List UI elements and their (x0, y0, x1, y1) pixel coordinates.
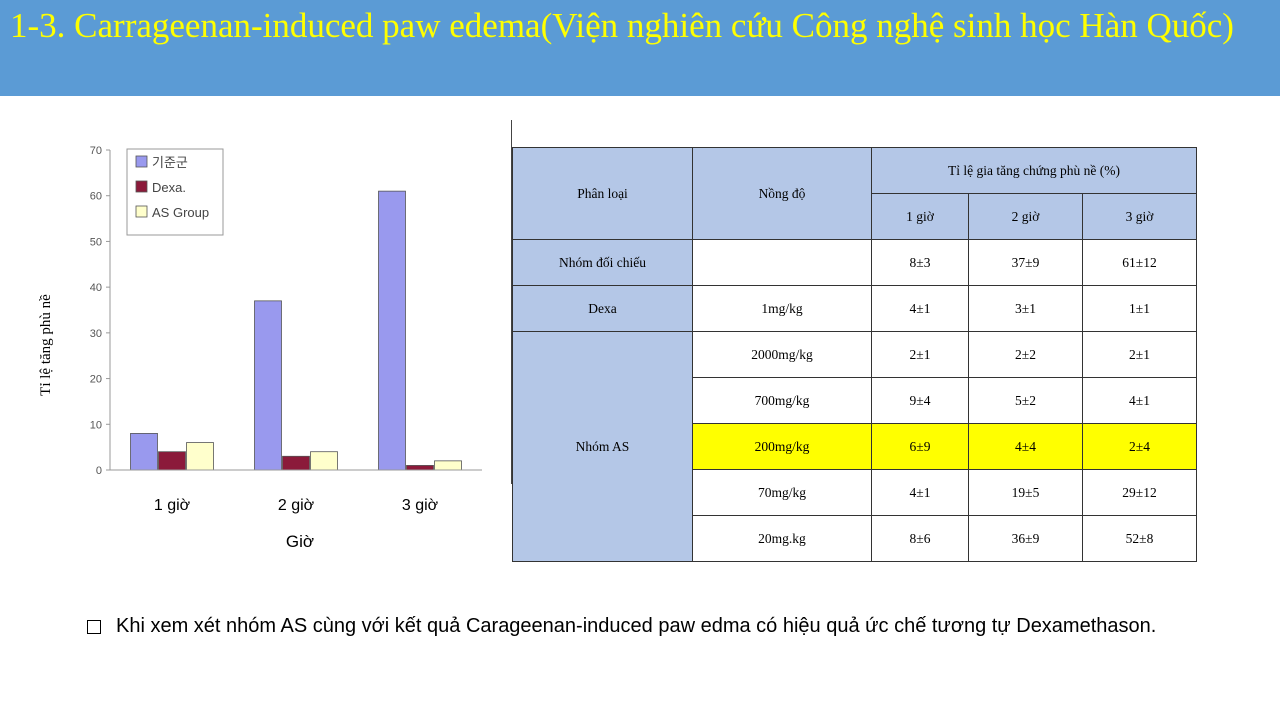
bullet-text: Khi xem xét nhóm AS cùng với kết quả Car… (116, 615, 1157, 637)
dose-cell: 2000mg/kg (692, 331, 872, 378)
value-cell: 2±2 (968, 331, 1083, 378)
bar (310, 451, 338, 471)
header-hour-1: 1 giờ (871, 193, 969, 240)
dose-cell: 700mg/kg (692, 377, 872, 424)
value-cell: 8±6 (871, 515, 969, 562)
y-tick-label: 60 (90, 191, 102, 203)
bar-chart: 0 10 20 30 40 50 60 70 1 giờ 2 giờ 3 giờ 기준군 Dexa.… (38, 145, 482, 551)
legend-swatch (135, 155, 148, 168)
value-cell: 2±1 (871, 331, 969, 378)
y-tick-label: 20 (90, 374, 102, 386)
x-tick-label: 2 giờ (278, 497, 315, 514)
legend-label: AS Group (152, 205, 209, 220)
x-axis: 1 giờ 2 giờ 3 giờ (110, 469, 482, 514)
value-cell: 2±1 (1082, 331, 1197, 378)
legend-swatch (135, 205, 148, 218)
value-cell: 1±1 (1082, 285, 1197, 332)
checkbox-bullet-icon (87, 620, 101, 634)
header-edema-rate: Tỉ lệ gia tăng chứng phù nề (%) (871, 147, 1197, 194)
x-axis-label: Giờ (286, 532, 314, 551)
value-cell: 36±9 (968, 515, 1083, 562)
y-tick-label: 70 (90, 145, 102, 157)
value-cell: 8±3 (871, 239, 969, 286)
value-cell: 2±4 (1082, 423, 1197, 470)
dose-cell: 1mg/kg (692, 285, 872, 332)
y-tick-label: 10 (90, 419, 102, 431)
bar (254, 300, 282, 471)
header-hour-2: 2 giờ (968, 193, 1083, 240)
bar (186, 442, 214, 471)
title-bar: 1-3. Carrageenan-induced paw edema(Viện … (0, 0, 1280, 96)
group-as: Nhóm AS (512, 331, 693, 562)
table-row-as-70: 70mg/kg 4±1 19±5 29±12 (513, 469, 1197, 516)
table-row-as-700: 700mg/kg 9±4 5±2 4±1 (513, 377, 1197, 424)
y-tick-label: 0 (96, 465, 102, 477)
header-hour-3: 3 giờ (1082, 193, 1197, 240)
x-tick-label: 3 giờ (402, 497, 439, 514)
y-tick-label: 40 (90, 282, 102, 294)
dose-cell (692, 239, 872, 286)
value-cell: 37±9 (968, 239, 1083, 286)
bar (406, 465, 434, 471)
bar (282, 455, 310, 471)
table-row-control: Nhóm đối chiếu 8±3 37±9 61±12 (512, 239, 1197, 286)
value-cell: 6±9 (871, 423, 969, 470)
bar (434, 460, 462, 471)
header-concentration: Nồng độ (692, 147, 872, 240)
legend-label: Dexa. (152, 180, 186, 195)
bar (158, 451, 186, 471)
value-cell: 19±5 (968, 469, 1083, 516)
table-header-row: Phân loại Nồng độ Tỉ lệ gia tăng chứng p… (512, 147, 1197, 240)
legend-label: 기준군 (152, 155, 188, 170)
y-tick-label: 50 (90, 236, 102, 248)
divider-line (511, 120, 512, 484)
table-row-dexa: Dexa 1mg/kg 4±1 3±1 1±1 (512, 285, 1197, 332)
group-control: Nhóm đối chiếu (512, 239, 693, 286)
header-classification: Phân loại (512, 147, 693, 240)
legend-swatch (135, 180, 148, 193)
value-cell: 52±8 (1082, 515, 1197, 562)
table-row-as-200-highlighted: 200mg/kg 6±9 4±4 2±4 (513, 423, 1197, 470)
bullet-point: Khi xem xét nhóm AS cùng với kết quả Car… (87, 612, 1207, 640)
y-axis: 0 10 20 30 40 50 60 70 (90, 145, 111, 477)
group-dexa: Dexa (512, 285, 693, 332)
y-axis-label: Tỉ lệ tăng phù nề (38, 294, 54, 396)
value-cell: 9±4 (871, 377, 969, 424)
value-cell: 4±4 (968, 423, 1083, 470)
value-cell: 61±12 (1082, 239, 1197, 286)
bar (378, 190, 406, 471)
dose-cell: 20mg.kg (692, 515, 872, 562)
value-cell: 4±1 (1082, 377, 1197, 424)
slide-title: 1-3. Carrageenan-induced paw edema(Viện … (10, 6, 1234, 45)
value-cell: 3±1 (968, 285, 1083, 332)
table-row-as-2000: Nhóm AS 2000mg/kg 2±1 2±2 2±1 (512, 331, 1197, 562)
table-subheader-row: 1 giờ 2 giờ 3 giờ (513, 193, 1197, 240)
x-tick-label: 1 giờ (154, 497, 191, 514)
value-cell: 4±1 (871, 285, 969, 332)
dose-cell: 70mg/kg (692, 469, 872, 516)
bar (130, 433, 158, 471)
edema-rate-table: Phân loại Nồng độ Tỉ lệ gia tăng chứng p… (512, 147, 1197, 562)
value-cell: 29±12 (1082, 469, 1197, 516)
chart-legend: 기준군 Dexa. AS Group (126, 148, 224, 236)
value-cell: 4±1 (871, 469, 969, 516)
dose-cell: 200mg/kg (692, 423, 872, 470)
chart-bars (130, 190, 462, 471)
value-cell: 5±2 (968, 377, 1083, 424)
table-row-as-20: 20mg.kg 8±6 36±9 52±8 (513, 515, 1197, 562)
y-tick-label: 30 (90, 328, 102, 340)
